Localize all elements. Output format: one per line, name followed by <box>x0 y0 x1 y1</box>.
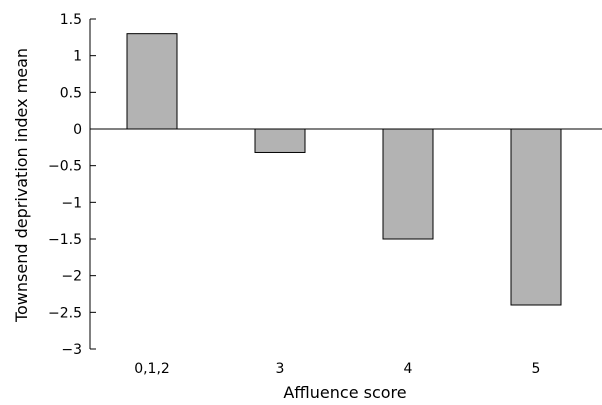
bar <box>382 128 434 240</box>
y-tick-label: 0.5 <box>60 85 82 101</box>
y-axis-title: Townsend deprivation index mean <box>12 48 31 323</box>
bar <box>254 128 306 153</box>
x-tick-label: 5 <box>532 361 541 377</box>
y-tick-label: 1.5 <box>60 12 82 28</box>
y-tick-label: −1 <box>61 195 82 211</box>
y-ticks-group: 1.5 1 0.5 0 −0.5 −1 −1.5 −2 −2.5 −3 <box>48 12 96 358</box>
y-tick-label: −0.5 <box>48 159 82 175</box>
x-tick-label: 0,1,2 <box>134 361 170 377</box>
x-tick-label: 4 <box>404 361 413 377</box>
x-axis-title: Affluence score <box>283 383 406 402</box>
x-tick-label: 3 <box>276 361 285 377</box>
y-tick-label: 1 <box>73 49 82 65</box>
bars-group <box>126 33 562 306</box>
y-tick-label: −1.5 <box>48 232 82 248</box>
bar <box>510 128 562 306</box>
x-tick-labels-group: 0,1,2 3 4 5 <box>134 361 540 377</box>
axes-group <box>89 19 602 349</box>
bar <box>126 33 178 130</box>
y-tick-label: 0 <box>73 122 82 138</box>
y-tick-label: −3 <box>61 342 82 358</box>
y-tick-label: −2.5 <box>48 305 82 321</box>
y-tick-label: −2 <box>61 269 82 285</box>
